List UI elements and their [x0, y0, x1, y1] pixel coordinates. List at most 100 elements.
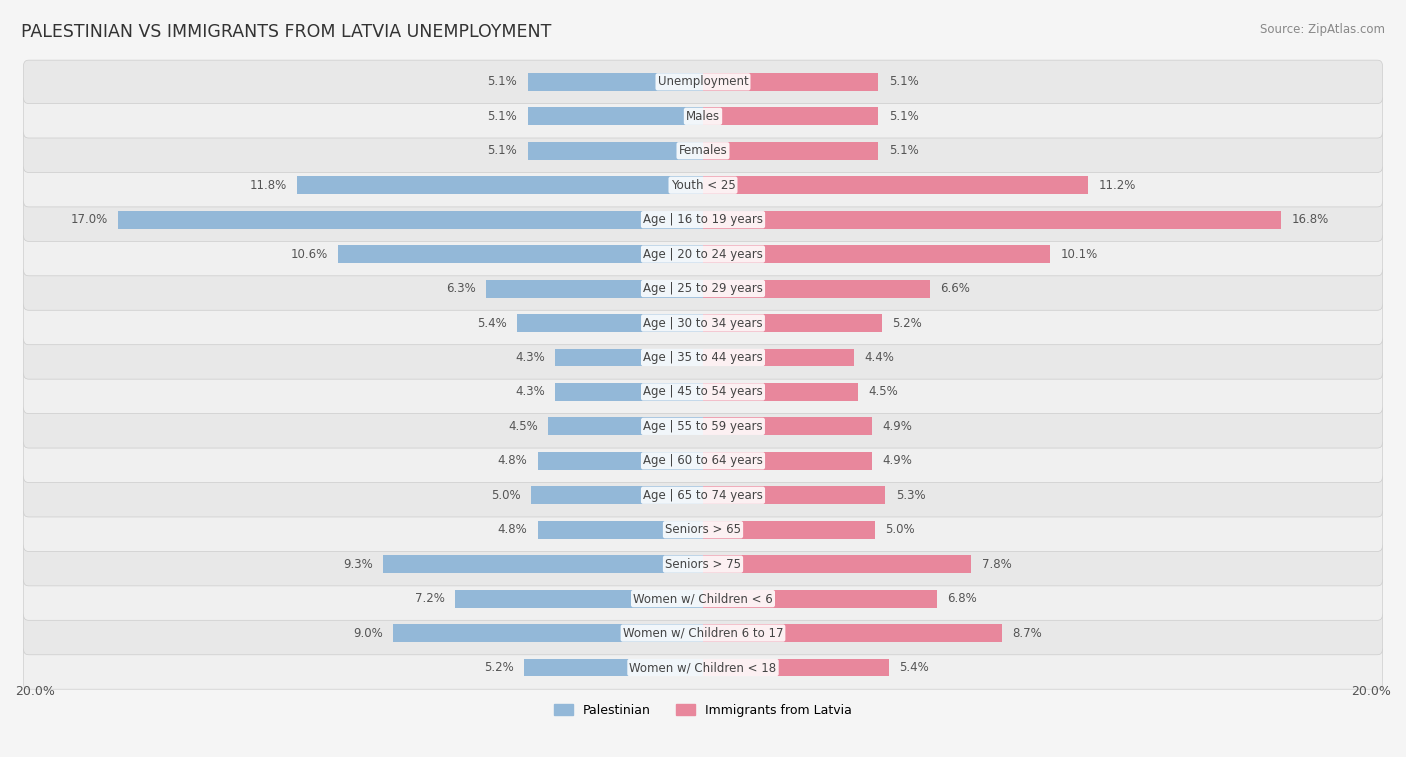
- Text: 6.8%: 6.8%: [948, 592, 977, 605]
- Bar: [703, 452, 872, 470]
- FancyBboxPatch shape: [24, 646, 1382, 689]
- FancyBboxPatch shape: [24, 198, 1382, 241]
- Text: 5.1%: 5.1%: [488, 145, 517, 157]
- Bar: [524, 659, 703, 677]
- Text: PALESTINIAN VS IMMIGRANTS FROM LATVIA UNEMPLOYMENT: PALESTINIAN VS IMMIGRANTS FROM LATVIA UN…: [21, 23, 551, 41]
- Text: Age | 55 to 59 years: Age | 55 to 59 years: [643, 420, 763, 433]
- FancyBboxPatch shape: [24, 612, 1382, 655]
- Text: Age | 65 to 74 years: Age | 65 to 74 years: [643, 489, 763, 502]
- Bar: [297, 176, 703, 194]
- FancyBboxPatch shape: [24, 60, 1382, 104]
- Bar: [382, 555, 703, 573]
- Bar: [703, 348, 855, 366]
- Text: 4.8%: 4.8%: [498, 523, 527, 536]
- Bar: [339, 245, 703, 263]
- Legend: Palestinian, Immigrants from Latvia: Palestinian, Immigrants from Latvia: [550, 699, 856, 722]
- FancyBboxPatch shape: [24, 267, 1382, 310]
- Text: 7.2%: 7.2%: [415, 592, 446, 605]
- Text: 5.1%: 5.1%: [488, 76, 517, 89]
- Text: 5.2%: 5.2%: [893, 316, 922, 329]
- Bar: [703, 659, 889, 677]
- Bar: [703, 624, 1002, 642]
- Bar: [527, 107, 703, 125]
- Bar: [394, 624, 703, 642]
- Text: Females: Females: [679, 145, 727, 157]
- Text: 4.5%: 4.5%: [868, 385, 898, 398]
- Bar: [703, 486, 886, 504]
- FancyBboxPatch shape: [24, 95, 1382, 138]
- Text: Seniors > 65: Seniors > 65: [665, 523, 741, 536]
- Text: Women w/ Children < 6: Women w/ Children < 6: [633, 592, 773, 605]
- Text: 9.3%: 9.3%: [343, 558, 373, 571]
- Text: 11.8%: 11.8%: [249, 179, 287, 192]
- Bar: [703, 555, 972, 573]
- Text: Women w/ Children < 18: Women w/ Children < 18: [630, 661, 776, 674]
- Text: 10.1%: 10.1%: [1060, 248, 1098, 260]
- Bar: [703, 314, 882, 332]
- Bar: [118, 210, 703, 229]
- Text: Males: Males: [686, 110, 720, 123]
- Bar: [703, 521, 875, 539]
- Text: 4.9%: 4.9%: [882, 420, 911, 433]
- Text: 5.4%: 5.4%: [898, 661, 929, 674]
- Bar: [538, 452, 703, 470]
- Text: 16.8%: 16.8%: [1291, 213, 1329, 226]
- Bar: [548, 417, 703, 435]
- Bar: [486, 279, 703, 298]
- Bar: [555, 348, 703, 366]
- FancyBboxPatch shape: [24, 370, 1382, 413]
- Bar: [703, 383, 858, 401]
- Bar: [527, 73, 703, 91]
- Text: 5.0%: 5.0%: [491, 489, 520, 502]
- Bar: [703, 210, 1281, 229]
- Bar: [531, 486, 703, 504]
- Text: 4.3%: 4.3%: [515, 351, 544, 364]
- Text: 8.7%: 8.7%: [1012, 627, 1042, 640]
- Text: 5.3%: 5.3%: [896, 489, 925, 502]
- Text: 10.6%: 10.6%: [291, 248, 328, 260]
- Text: 4.3%: 4.3%: [515, 385, 544, 398]
- Bar: [527, 142, 703, 160]
- Text: Age | 30 to 34 years: Age | 30 to 34 years: [643, 316, 763, 329]
- Text: 5.0%: 5.0%: [886, 523, 915, 536]
- Text: Age | 16 to 19 years: Age | 16 to 19 years: [643, 213, 763, 226]
- Bar: [703, 279, 929, 298]
- FancyBboxPatch shape: [24, 405, 1382, 448]
- FancyBboxPatch shape: [24, 336, 1382, 379]
- Text: Age | 60 to 64 years: Age | 60 to 64 years: [643, 454, 763, 467]
- Bar: [456, 590, 703, 608]
- Bar: [703, 245, 1050, 263]
- Bar: [703, 590, 936, 608]
- Text: 5.4%: 5.4%: [477, 316, 508, 329]
- FancyBboxPatch shape: [24, 232, 1382, 276]
- Text: 4.8%: 4.8%: [498, 454, 527, 467]
- Bar: [555, 383, 703, 401]
- Bar: [703, 107, 879, 125]
- Text: 7.8%: 7.8%: [981, 558, 1011, 571]
- Text: 20.0%: 20.0%: [15, 685, 55, 698]
- Text: 5.2%: 5.2%: [484, 661, 513, 674]
- Text: 11.2%: 11.2%: [1098, 179, 1136, 192]
- Text: Seniors > 75: Seniors > 75: [665, 558, 741, 571]
- Text: 5.1%: 5.1%: [488, 110, 517, 123]
- FancyBboxPatch shape: [24, 577, 1382, 620]
- FancyBboxPatch shape: [24, 474, 1382, 517]
- FancyBboxPatch shape: [24, 301, 1382, 344]
- Text: Age | 25 to 29 years: Age | 25 to 29 years: [643, 282, 763, 295]
- FancyBboxPatch shape: [24, 543, 1382, 586]
- Text: Age | 20 to 24 years: Age | 20 to 24 years: [643, 248, 763, 260]
- Text: 5.1%: 5.1%: [889, 145, 918, 157]
- Text: 4.4%: 4.4%: [865, 351, 894, 364]
- Text: Unemployment: Unemployment: [658, 76, 748, 89]
- Text: Age | 45 to 54 years: Age | 45 to 54 years: [643, 385, 763, 398]
- FancyBboxPatch shape: [24, 439, 1382, 482]
- Text: Youth < 25: Youth < 25: [671, 179, 735, 192]
- Text: 5.1%: 5.1%: [889, 76, 918, 89]
- Text: 9.0%: 9.0%: [353, 627, 382, 640]
- FancyBboxPatch shape: [24, 508, 1382, 551]
- FancyBboxPatch shape: [24, 164, 1382, 207]
- Text: Women w/ Children 6 to 17: Women w/ Children 6 to 17: [623, 627, 783, 640]
- Text: 6.3%: 6.3%: [446, 282, 477, 295]
- Text: 4.9%: 4.9%: [882, 454, 911, 467]
- Text: 4.5%: 4.5%: [508, 420, 538, 433]
